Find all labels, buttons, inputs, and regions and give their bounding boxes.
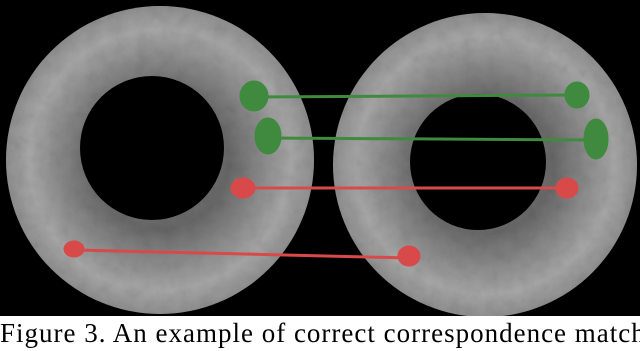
keypoint: [239, 80, 269, 112]
figure-image: [0, 0, 640, 316]
match-line: [254, 93, 578, 99]
keypoint: [564, 81, 590, 109]
keypoint: [397, 245, 421, 267]
left-pupil: [80, 76, 224, 220]
keypoint: [583, 118, 609, 160]
match-line: [74, 248, 411, 260]
keypoint: [63, 240, 85, 258]
matches: [63, 80, 609, 267]
keypoint: [254, 117, 282, 155]
right-pupil: [410, 94, 546, 230]
match-line: [267, 136, 598, 142]
figure-caption: Figure 3. An example of correct correspo…: [0, 318, 640, 348]
keypoint: [555, 177, 579, 199]
keypoint: [230, 177, 256, 199]
